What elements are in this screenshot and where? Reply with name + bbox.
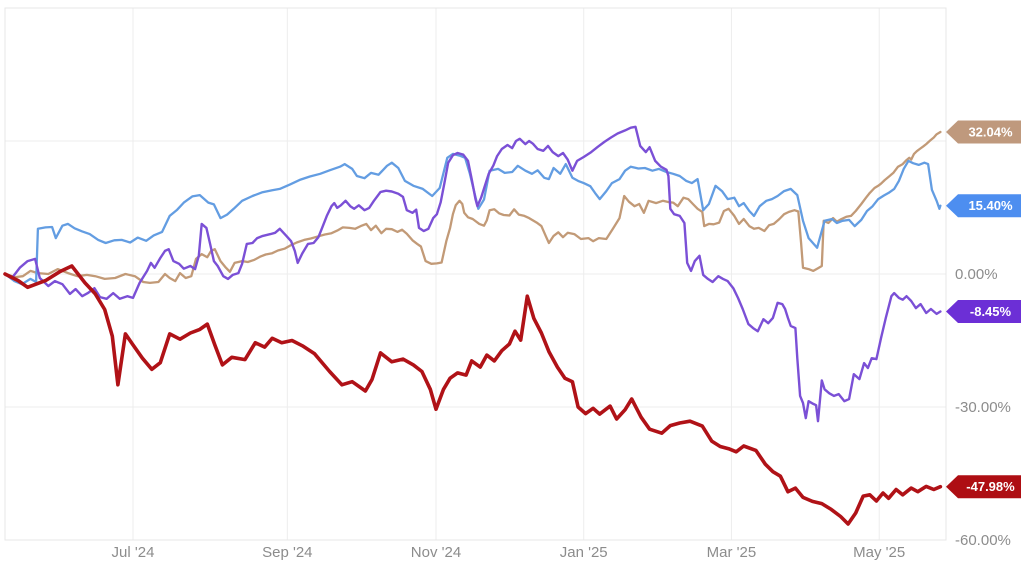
series-badge-tan (946, 120, 1021, 144)
x-tick-label: May '25 (853, 544, 905, 561)
series-line-purple[interactable] (3, 125, 942, 423)
series-badge-purple (946, 299, 1021, 323)
series-badge-blue (946, 194, 1021, 218)
series-line-red[interactable] (3, 264, 943, 526)
series-badge-label-red: -47.98% (966, 479, 1015, 494)
y-axis-label: -60.00% (955, 532, 1011, 549)
series-badge-red (946, 475, 1021, 499)
y-axis-label: 0.00% (955, 266, 998, 283)
x-tick-label: Jan '25 (560, 544, 608, 561)
series-line-blue[interactable] (3, 152, 942, 286)
x-tick-label: Jul '24 (112, 544, 155, 561)
series-badge-label-blue: 15.40% (968, 198, 1013, 213)
x-tick-label: Mar '25 (707, 544, 757, 561)
x-tick-label: Sep '24 (262, 544, 312, 561)
series-badge-label-purple: -8.45% (970, 304, 1012, 319)
x-tick-label: Nov '24 (411, 544, 461, 561)
y-axis-label: -30.00% (955, 399, 1011, 416)
series-badge-label-tan: 32.04% (968, 124, 1013, 139)
